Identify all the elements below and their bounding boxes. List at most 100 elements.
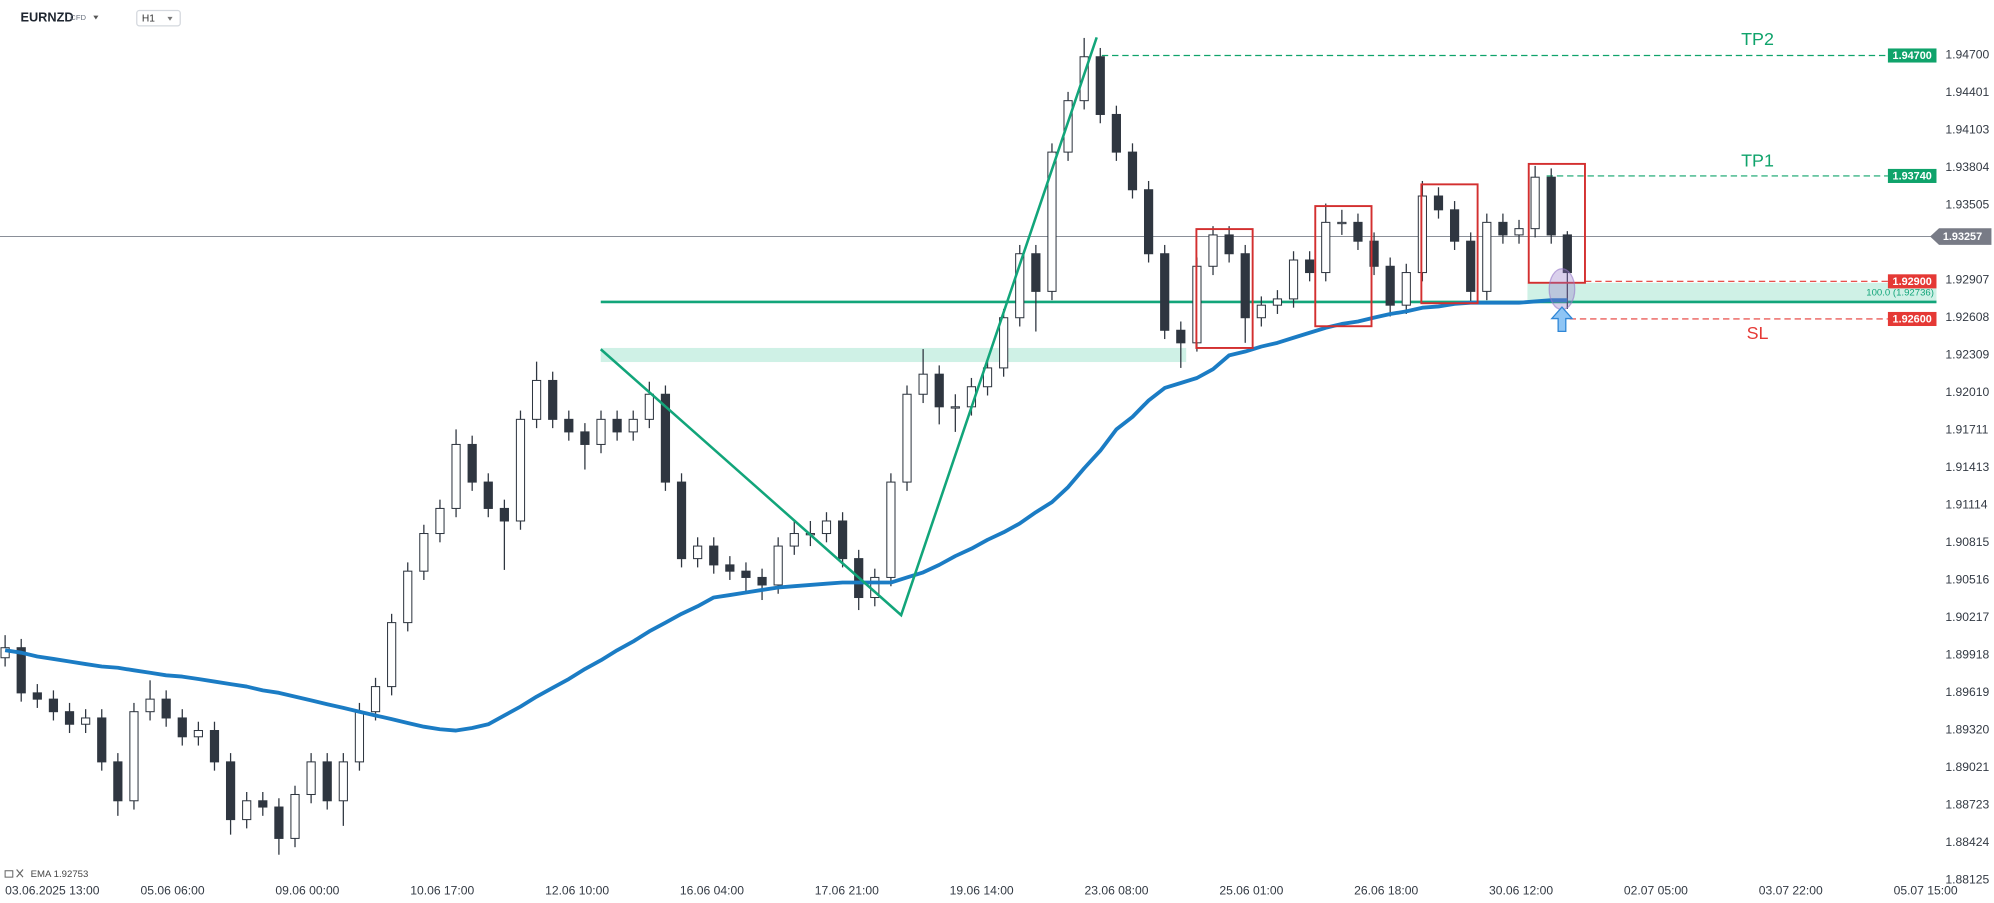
y-tick-label: 1.94103 — [1945, 123, 1989, 137]
range-box — [1195, 228, 1254, 349]
y-tick-label: 1.88125 — [1945, 873, 1989, 887]
y-tick-label: 1.88424 — [1945, 835, 1989, 849]
y-tick-label: 1.90815 — [1945, 535, 1989, 549]
candle-body — [209, 729, 220, 763]
level-name: SL — [1747, 323, 1769, 343]
level-tag — [1887, 311, 1937, 327]
candle-body — [1466, 240, 1476, 292]
candle-body — [483, 481, 493, 509]
ema-line — [4, 298, 1568, 733]
candle-body — [467, 443, 477, 483]
candle-body — [322, 761, 332, 802]
candle-body — [676, 481, 687, 560]
level-tag — [1887, 274, 1937, 289]
candle-body — [531, 379, 542, 420]
candle-body — [757, 576, 767, 586]
candle-body — [1095, 56, 1105, 115]
candle-body — [1224, 234, 1234, 255]
y-tick-label: 1.89021 — [1945, 760, 1989, 774]
header: EURNZD CFD H1 — [20, 9, 181, 27]
x-tick-label: 10.06 17:00 — [410, 883, 474, 897]
candle-body — [1160, 253, 1170, 331]
candle-body — [403, 570, 413, 624]
y-tick-label: 1.89320 — [1945, 723, 1989, 737]
candle-body — [1079, 56, 1089, 102]
candle-body — [1385, 265, 1395, 306]
candle-body — [1546, 176, 1556, 236]
candle-body — [1417, 195, 1427, 274]
candle-body — [982, 367, 993, 388]
zones — [600, 282, 1937, 363]
current-price-tag — [1930, 228, 1992, 245]
candle-body — [1176, 329, 1186, 344]
y-tick-label: 1.88723 — [1945, 798, 1989, 812]
candle-body — [451, 443, 461, 509]
candle-body — [161, 698, 171, 719]
symbol-dropdown[interactable] — [93, 15, 99, 20]
candle-body — [789, 533, 799, 547]
candle-body — [1272, 298, 1283, 306]
x-tick-label: 19.06 14:00 — [950, 883, 1014, 897]
candle-body — [515, 418, 526, 522]
candle-body — [1449, 209, 1460, 242]
candle-body — [1305, 259, 1315, 274]
y-tick-label: 1.92010 — [1945, 385, 1989, 399]
level-name: TP2 — [1741, 29, 1774, 49]
x-tick-label: 17.06 21:00 — [815, 883, 879, 897]
y-tick-label: 1.90516 — [1945, 573, 1989, 587]
x-tick-label: 09.06 00:00 — [275, 883, 339, 897]
level-tag-label: 1.92900 — [1893, 276, 1932, 288]
legend-settings-icon[interactable] — [4, 870, 14, 878]
candle-body — [387, 622, 397, 688]
y-tick-label: 1.91114 — [1945, 498, 1987, 512]
candle-body — [1369, 240, 1379, 267]
candle-body — [886, 481, 896, 578]
y-tick-label: 1.92608 — [1945, 310, 1989, 324]
timeframe-dropdown[interactable] — [167, 16, 173, 21]
y-tick-label: 1.94700 — [1945, 48, 1989, 62]
y-tick-label: 1.93505 — [1945, 198, 1989, 212]
candle-body — [693, 545, 703, 560]
candle-body — [1530, 176, 1540, 230]
candle-body — [628, 418, 638, 433]
candle-body — [1031, 253, 1041, 292]
range-box — [1527, 162, 1586, 284]
ema-legend: EMA 1.92753 — [4, 869, 88, 880]
candle-body — [1514, 228, 1524, 236]
candle-body — [934, 373, 944, 408]
level-tag-label: 1.94700 — [1893, 50, 1932, 62]
y-tick-label: 1.93804 — [1945, 160, 1989, 174]
candle-body — [113, 761, 123, 802]
candle-body — [193, 729, 203, 738]
x-tick-label: 05.07 15:00 — [1894, 883, 1958, 897]
candle-body — [1047, 151, 1057, 292]
y-tick-label: 1.92309 — [1945, 348, 1989, 362]
candle-body — [145, 698, 155, 713]
current-price-label: 1.93257 — [1943, 231, 1982, 243]
instrument-type: CFD — [70, 13, 86, 22]
candle-body — [1353, 221, 1363, 242]
x-tick-label: 16.06 04:00 — [680, 883, 744, 897]
legend-close-icon[interactable] — [16, 869, 24, 878]
level-tag — [1887, 48, 1937, 63]
level-tag — [1887, 168, 1937, 183]
candle-body — [258, 800, 268, 808]
candle-body — [177, 717, 187, 738]
timeframe[interactable]: H1 — [142, 14, 155, 25]
candle-body — [837, 520, 848, 560]
range-box — [1314, 205, 1373, 328]
candle-body — [274, 806, 284, 839]
candle-body — [32, 692, 42, 700]
candle-body — [902, 393, 912, 483]
candle-body — [644, 393, 654, 420]
candle-body — [918, 373, 928, 395]
timeframe-box[interactable] — [136, 9, 181, 27]
symbol[interactable]: EURNZD — [20, 10, 73, 25]
candle-body — [338, 761, 348, 802]
candle-body — [1562, 234, 1572, 274]
zigzag — [599, 36, 1098, 618]
support-zone — [600, 347, 1187, 363]
